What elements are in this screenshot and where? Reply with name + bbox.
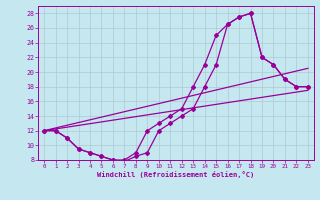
X-axis label: Windchill (Refroidissement éolien,°C): Windchill (Refroidissement éolien,°C) bbox=[97, 171, 255, 178]
